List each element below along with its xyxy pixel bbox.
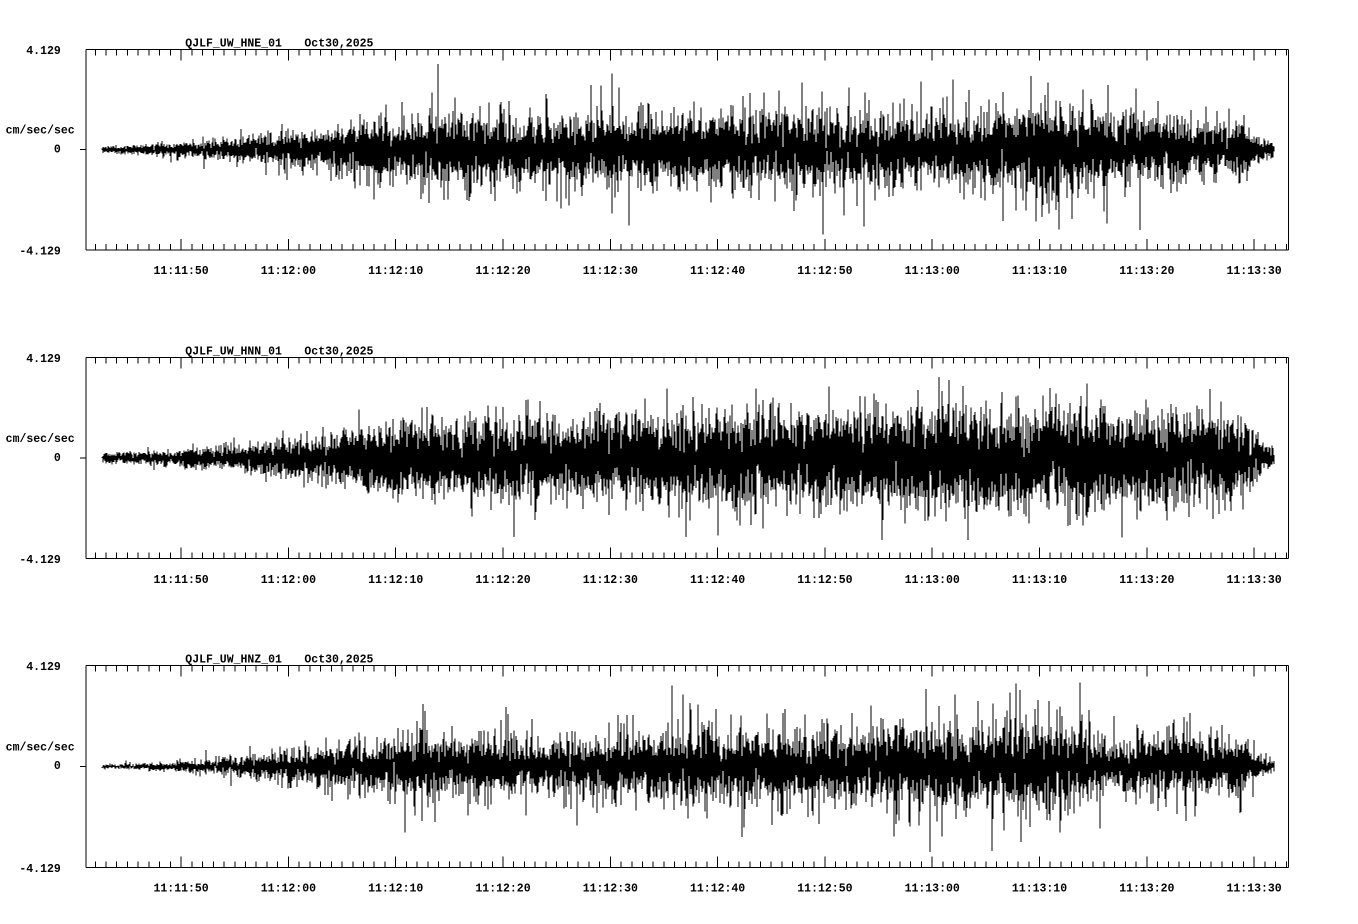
svg-text:4.129: 4.129 — [26, 661, 61, 674]
svg-text:11:13:30: 11:13:30 — [1226, 883, 1281, 896]
svg-text:11:13:10: 11:13:10 — [1012, 883, 1067, 896]
svg-text:11:12:00: 11:12:00 — [261, 574, 316, 587]
svg-text:11:13:30: 11:13:30 — [1226, 574, 1281, 587]
svg-text:11:12:20: 11:12:20 — [475, 574, 530, 587]
svg-text:11:12:30: 11:12:30 — [583, 574, 638, 587]
svg-text:11:13:20: 11:13:20 — [1119, 883, 1174, 896]
svg-text:QJLF_UW_HNE_01: QJLF_UW_HNE_01 — [185, 37, 282, 50]
svg-text:11:13:00: 11:13:00 — [905, 883, 960, 896]
svg-text:11:13:30: 11:13:30 — [1226, 265, 1281, 278]
svg-text:Oct30,2025: Oct30,2025 — [304, 346, 373, 359]
svg-text:cm/sec/sec: cm/sec/sec — [6, 125, 75, 138]
svg-text:11:12:10: 11:12:10 — [368, 883, 423, 896]
svg-text:11:11:50: 11:11:50 — [153, 883, 208, 896]
svg-text:-4.129: -4.129 — [19, 554, 61, 567]
svg-text:-4.129: -4.129 — [19, 245, 61, 258]
svg-text:QJLF_UW_HNN_01: QJLF_UW_HNN_01 — [185, 346, 282, 359]
svg-text:Oct30,2025: Oct30,2025 — [304, 653, 373, 666]
svg-text:0: 0 — [54, 452, 61, 465]
svg-text:0: 0 — [54, 760, 61, 773]
svg-text:Oct30,2025: Oct30,2025 — [304, 37, 373, 50]
svg-text:11:13:20: 11:13:20 — [1119, 574, 1174, 587]
svg-text:11:12:40: 11:12:40 — [690, 574, 745, 587]
svg-text:4.129: 4.129 — [26, 353, 61, 366]
svg-text:-4.129: -4.129 — [19, 863, 61, 876]
svg-text:11:13:20: 11:13:20 — [1119, 265, 1174, 278]
svg-text:11:13:10: 11:13:10 — [1012, 265, 1067, 278]
svg-text:11:12:50: 11:12:50 — [797, 265, 852, 278]
svg-text:4.129: 4.129 — [26, 45, 61, 58]
svg-text:0: 0 — [54, 143, 61, 156]
svg-text:11:12:40: 11:12:40 — [690, 265, 745, 278]
svg-text:11:12:30: 11:12:30 — [583, 265, 638, 278]
svg-text:11:12:40: 11:12:40 — [690, 883, 745, 896]
svg-text:11:13:10: 11:13:10 — [1012, 574, 1067, 587]
svg-text:11:12:50: 11:12:50 — [797, 883, 852, 896]
svg-text:cm/sec/sec: cm/sec/sec — [6, 742, 75, 755]
svg-text:11:12:10: 11:12:10 — [368, 265, 423, 278]
svg-text:11:13:00: 11:13:00 — [905, 574, 960, 587]
svg-text:11:11:50: 11:11:50 — [153, 265, 208, 278]
svg-text:11:12:20: 11:12:20 — [475, 265, 530, 278]
svg-text:11:12:50: 11:12:50 — [797, 574, 852, 587]
svg-text:11:12:20: 11:12:20 — [475, 883, 530, 896]
svg-text:11:12:30: 11:12:30 — [583, 883, 638, 896]
svg-text:11:12:10: 11:12:10 — [368, 574, 423, 587]
svg-text:11:11:50: 11:11:50 — [153, 574, 208, 587]
svg-text:cm/sec/sec: cm/sec/sec — [6, 433, 75, 446]
svg-text:QJLF_UW_HNZ_01: QJLF_UW_HNZ_01 — [185, 653, 282, 666]
svg-text:11:12:00: 11:12:00 — [261, 883, 316, 896]
svg-text:11:13:00: 11:13:00 — [905, 265, 960, 278]
svg-text:11:12:00: 11:12:00 — [261, 265, 316, 278]
